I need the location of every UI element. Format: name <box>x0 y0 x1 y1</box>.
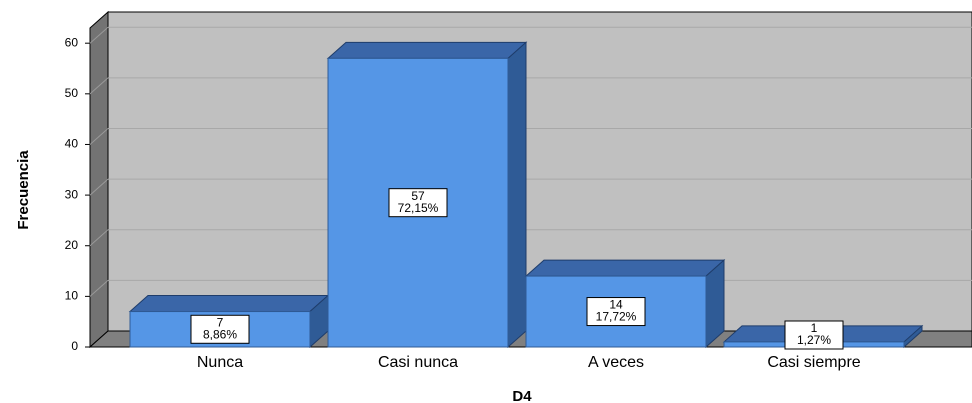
grid-line <box>89 178 109 196</box>
label-box <box>586 297 646 327</box>
x-tick-label: A veces <box>588 354 644 371</box>
label-box <box>784 320 844 350</box>
count-label: 7 <box>217 315 224 329</box>
y-tick-label: 0 <box>71 339 78 353</box>
count-label: 14 <box>609 298 623 312</box>
y-tick-label: 10 <box>65 289 79 303</box>
percent-label: 17,72% <box>596 310 637 324</box>
y-tick-label: 60 <box>65 35 79 49</box>
y-axis-label: Frecuencia <box>15 150 32 230</box>
label-box <box>190 314 250 344</box>
x-axis-label: D4 <box>512 388 532 403</box>
percent-label: 8,86% <box>203 327 237 341</box>
grid-line <box>89 77 109 95</box>
grid-line <box>89 26 109 44</box>
bar-top <box>524 259 726 277</box>
x-tick-label: Casi siempre <box>767 354 860 371</box>
count-label: 1 <box>811 321 818 335</box>
y-tick-label: 40 <box>65 137 79 151</box>
bar-top <box>128 295 330 313</box>
y-tick-label: 20 <box>65 238 79 252</box>
y-tick-label: 50 <box>65 86 79 100</box>
bar-side <box>507 41 527 349</box>
x-tick-label: Nunca <box>197 354 243 371</box>
grid-line <box>89 128 109 145</box>
side-wall <box>89 10 109 349</box>
percent-label: 1,27% <box>797 333 831 347</box>
grid-line <box>89 279 109 297</box>
grid-line <box>89 229 109 247</box>
percent-label: 72,15% <box>398 201 439 215</box>
y-tick-label: 30 <box>65 187 79 201</box>
label-box <box>388 188 448 218</box>
count-label: 57 <box>411 189 425 203</box>
bar-top <box>326 41 528 59</box>
x-tick-label: Casi nunca <box>378 354 458 371</box>
bar-side <box>705 258 725 349</box>
